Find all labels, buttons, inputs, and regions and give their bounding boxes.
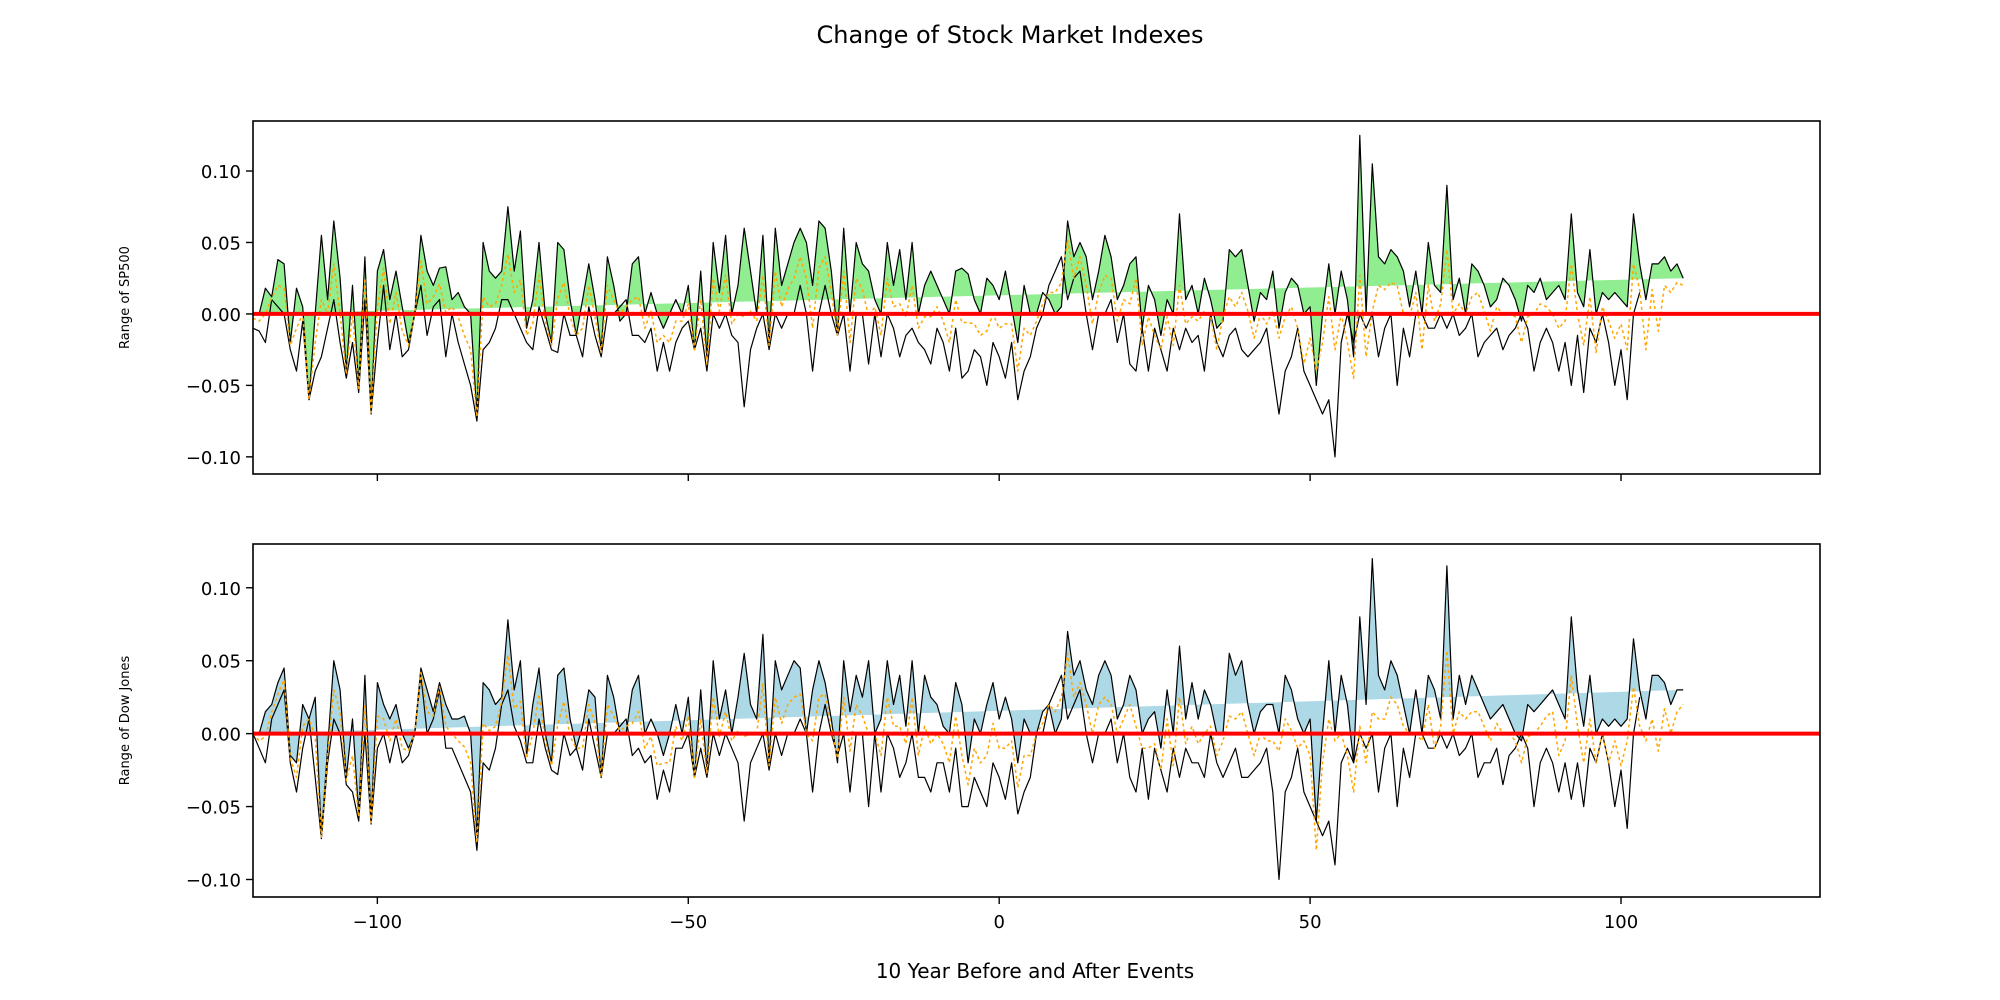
sp500-panel: −0.10 −0.05 0.00 0.05 0.10 Range of SP500 [118, 120, 1821, 481]
upper-line [253, 558, 1684, 837]
x-tick-label: −50 [669, 912, 707, 933]
dotted-line [253, 649, 1684, 852]
y-tick-label: −0.10 [186, 870, 241, 891]
y-tick-label: 0.10 [201, 579, 241, 600]
x-axis-label: 10 Year Before and After Events [876, 959, 1194, 983]
axes-frame [252, 120, 1821, 475]
y-tick-label: 0.00 [201, 725, 241, 746]
y-axis-label: Range of Dow Jones [118, 656, 133, 786]
y-tick-label: 0.00 [201, 305, 241, 326]
chart-title: Change of Stock Market Indexes [816, 21, 1203, 49]
lower-line [253, 674, 1641, 881]
axes-frame [252, 543, 1821, 898]
y-tick-label: −0.05 [186, 798, 241, 819]
y-tick-label: 0.10 [201, 162, 241, 183]
plot-area [253, 558, 1820, 881]
plot-area [253, 134, 1820, 458]
y-tick-label: −0.10 [186, 448, 241, 469]
y-tick-label: 0.05 [201, 652, 241, 673]
x-tick-label: 100 [1604, 912, 1638, 933]
lower-line [253, 256, 1641, 458]
dotted-line [253, 238, 1684, 418]
x-tick-label: −100 [353, 912, 402, 933]
y-tick-label: −0.05 [186, 376, 241, 397]
x-tick-label: 50 [1299, 912, 1322, 933]
y-axis-label: Range of SP500 [118, 246, 133, 349]
upper-line [253, 134, 1684, 415]
y-tick-label: 0.05 [201, 233, 241, 254]
dow-jones-panel: −0.10 −0.05 0.00 0.05 0.10 −100 −50 0 50 100 Range… [118, 543, 1821, 933]
fill-band [253, 558, 1684, 836]
x-tick-label: 0 [993, 912, 1004, 933]
